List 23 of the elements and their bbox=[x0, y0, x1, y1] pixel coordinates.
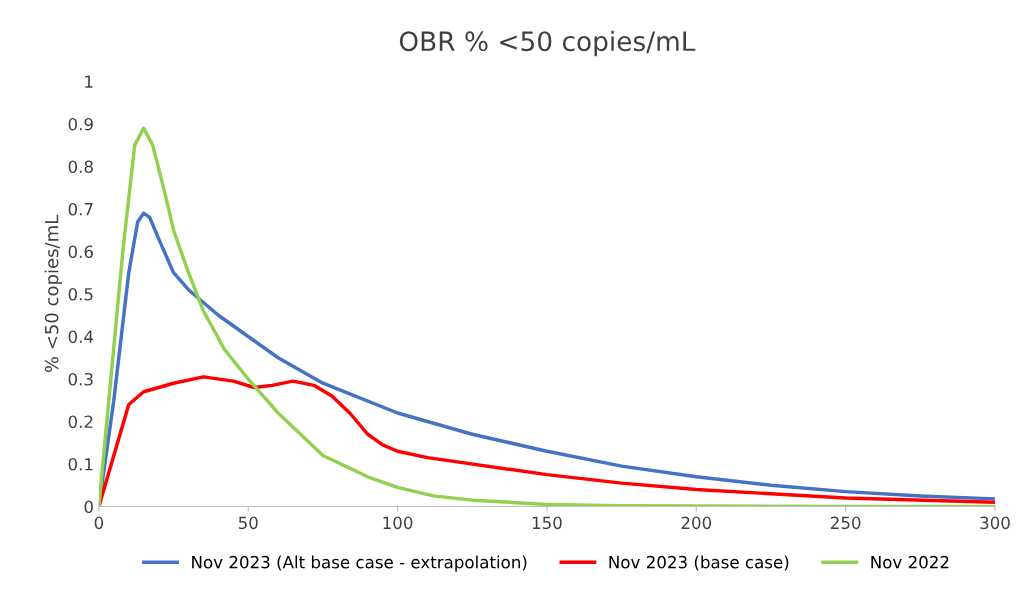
y-tick-label: 0.9 bbox=[68, 117, 93, 131]
y-tick-label: 1 bbox=[85, 75, 93, 88]
x-tick-label: 150 bbox=[532, 516, 562, 530]
y-tick-label: 0.6 bbox=[68, 245, 93, 259]
x-tick-label: 300 bbox=[980, 516, 1010, 530]
y-tick-label: 0.1 bbox=[68, 457, 93, 471]
x-tick-label: 100 bbox=[383, 516, 413, 530]
y-tick-label: 0.5 bbox=[68, 287, 93, 301]
chart-title: OBR % <50 copies/mL bbox=[399, 30, 696, 57]
legend-label: Nov 2023 (base case) bbox=[609, 555, 789, 571]
y-tick-label: 0.4 bbox=[68, 330, 94, 344]
x-tick-label: 200 bbox=[681, 516, 712, 530]
y-tick-label: 0 bbox=[84, 500, 93, 514]
x-tick-label: 50 bbox=[238, 516, 258, 530]
legend-label: Nov 2023 (Alt base case - extrapolation) bbox=[192, 555, 527, 572]
legend-label: Nov 2022 bbox=[871, 555, 949, 569]
y-tick-label: 0.2 bbox=[68, 415, 93, 429]
y-axis-title: % <50 copies/mL bbox=[44, 214, 62, 373]
y-tick-label: 0.7 bbox=[68, 202, 93, 216]
y-tick-label: 0.8 bbox=[68, 160, 93, 173]
x-tick-label: 250 bbox=[830, 516, 861, 530]
y-tick-label: 0.3 bbox=[68, 372, 93, 386]
x-tick-label: 0 bbox=[94, 516, 104, 530]
